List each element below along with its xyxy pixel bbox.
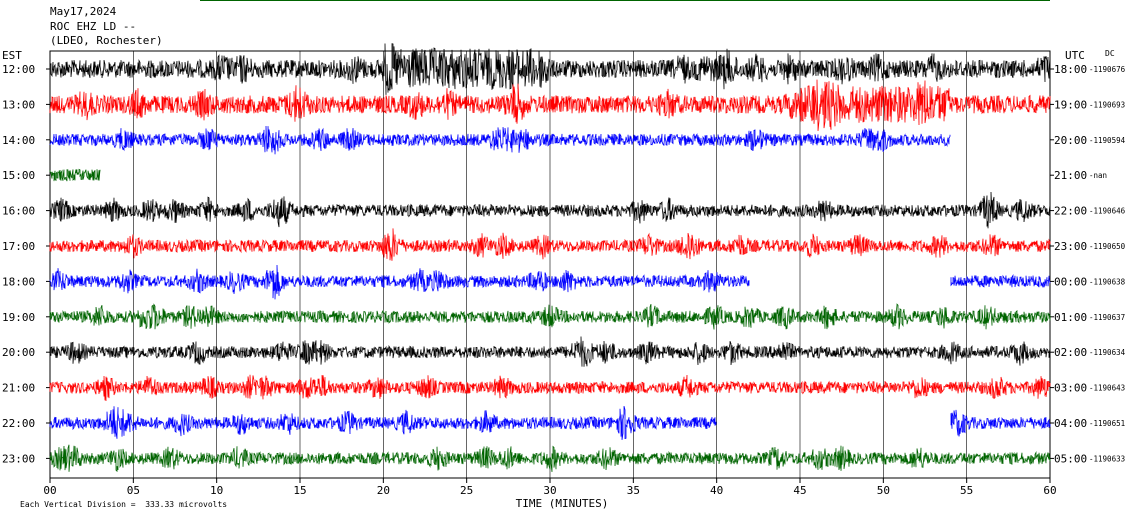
- row-dc-label: -nan: [1089, 171, 1107, 180]
- row-est-label: 16:00: [2, 205, 35, 218]
- row-dc-label: -1190651: [1089, 419, 1125, 428]
- x-tick-label: 10: [210, 484, 223, 497]
- trace-line: [49, 264, 1051, 300]
- row-utc-label: 22:00: [1054, 205, 1087, 218]
- trace-line: [49, 125, 951, 155]
- right-axis-title: UTC: [1065, 49, 1085, 62]
- trace-line: [49, 79, 1051, 131]
- trace-line: [49, 444, 1051, 473]
- row-dc-label: -1190646: [1089, 207, 1126, 216]
- row-utc-label: 23:00: [1054, 240, 1087, 253]
- row-utc-label: 20:00: [1054, 134, 1087, 147]
- row-utc-label: 18:00: [1054, 63, 1087, 76]
- trace-line: [49, 228, 1051, 261]
- header-station: ROC EHZ LD --: [50, 20, 137, 33]
- row-est-label: 14:00: [2, 134, 35, 147]
- scale-note: Each Vertical Division = 333.33 microvol…: [20, 500, 228, 509]
- row-utc-label: 01:00: [1054, 311, 1087, 324]
- trace-line: [49, 168, 101, 182]
- row-dc-label: -1190676: [1089, 65, 1126, 74]
- x-tick-label: 55: [960, 484, 973, 497]
- row-dc-label: -1190637: [1089, 313, 1125, 322]
- row-est-label: 23:00: [2, 452, 35, 465]
- row-est-label: 12:00: [2, 63, 35, 76]
- x-tick-label: 35: [627, 484, 640, 497]
- row-dc-label: -1190693: [1089, 100, 1125, 109]
- x-tick-label: 00: [43, 484, 56, 497]
- trace-line: [49, 336, 1051, 367]
- row-est-label: 20:00: [2, 346, 35, 359]
- row-utc-label: 04:00: [1054, 417, 1087, 430]
- row-dc-label: -1190638: [1089, 277, 1126, 286]
- row-utc-label: 19:00: [1054, 98, 1087, 111]
- row-utc-label: 00:00: [1054, 275, 1087, 288]
- x-tick-label: 20: [377, 484, 390, 497]
- x-tick-label: 45: [793, 484, 806, 497]
- row-dc-label: -1190594: [1089, 136, 1126, 145]
- row-dc-label: -1190634: [1089, 348, 1126, 357]
- header-location: (LDEO, Rochester): [50, 34, 163, 47]
- x-tick-label: 60: [1043, 484, 1056, 497]
- row-dc-label: -1190633: [1089, 454, 1125, 463]
- row-utc-label: 02:00: [1054, 346, 1087, 359]
- grid-layer: [46, 0, 1054, 483]
- trace-layer: [49, 43, 1051, 473]
- row-est-label: 18:00: [2, 275, 35, 288]
- trace-line: [49, 191, 1051, 229]
- trace-line: [49, 303, 1051, 330]
- row-est-label: 19:00: [2, 311, 35, 324]
- row-est-label: 15:00: [2, 169, 35, 182]
- x-tick-label: 25: [460, 484, 473, 497]
- row-utc-label: 05:00: [1054, 452, 1087, 465]
- x-tick-label: 30: [543, 484, 556, 497]
- row-dc-label: -1190643: [1089, 384, 1125, 393]
- x-tick-label: 50: [877, 484, 890, 497]
- x-tick-label: 40: [710, 484, 723, 497]
- x-tick-label: 15: [293, 484, 306, 497]
- row-est-label: 17:00: [2, 240, 35, 253]
- row-dc-label: -1190650: [1089, 242, 1126, 251]
- row-utc-label: 21:00: [1054, 169, 1087, 182]
- row-est-label: 21:00: [2, 382, 35, 395]
- row-est-label: 13:00: [2, 98, 35, 111]
- header-date: May17,2024: [50, 5, 117, 18]
- trace-line: [49, 405, 1051, 440]
- dc-title: DC: [1105, 49, 1115, 58]
- x-tick-label: 05: [127, 484, 140, 497]
- x-axis-label: TIME (MINUTES): [516, 497, 609, 510]
- row-est-label: 22:00: [2, 417, 35, 430]
- row-utc-label: 03:00: [1054, 382, 1087, 395]
- trace-line: [49, 374, 1051, 402]
- left-axis-title: EST: [2, 49, 22, 62]
- trace-line: [49, 43, 1051, 95]
